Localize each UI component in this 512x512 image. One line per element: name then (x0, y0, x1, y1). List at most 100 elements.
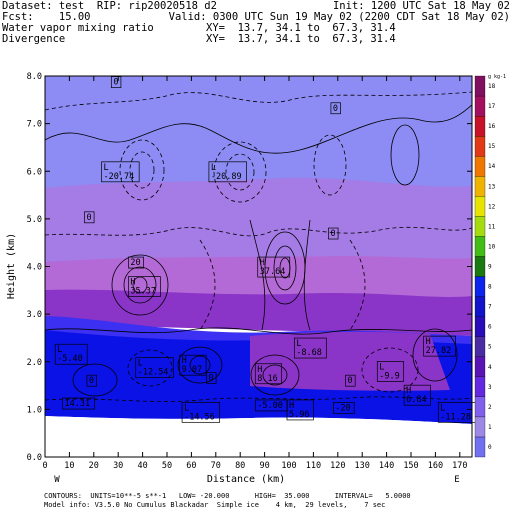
contour-label-box (257, 256, 291, 278)
colorbar-tick-label: 7 (488, 304, 492, 311)
contour-label: H9.07 (179, 354, 207, 376)
contour-label-text: H (289, 401, 294, 411)
x-axis-west-label: W (54, 475, 60, 485)
ground-terrain (45, 416, 472, 457)
x-tick-label: 130 (355, 461, 370, 471)
contour-label: H35.37 (128, 276, 161, 297)
contour-label-text: -14.56 (184, 412, 215, 422)
footer-model-info: Model info: V3.5.0 No Cumulus Blackadar … (44, 501, 386, 509)
shade-band-purple (45, 289, 472, 336)
contour-label-text: 5.96 (289, 410, 309, 420)
header-line4-right: XY= 13.7, 34.1 to 67.3, 31.4 (206, 33, 396, 45)
x-tick-label: 40 (137, 461, 147, 471)
contour-label-text: L (184, 403, 189, 413)
contour-line (45, 104, 472, 154)
contour-label-text: -9.9 (379, 371, 399, 381)
contour-line (123, 266, 157, 304)
contour-line (45, 226, 472, 237)
y-tick-label: 8.0 (27, 72, 42, 82)
contour-label-box (179, 354, 207, 376)
colorbar-tick-label: 17 (488, 103, 496, 110)
colorbar-tick-label: 11 (488, 223, 496, 230)
colorbar-swatch (474, 416, 486, 438)
contour-line (225, 153, 255, 191)
contour-line (273, 245, 297, 291)
colorbar-swatch (474, 216, 486, 237)
contour-label-text: H (426, 337, 431, 347)
y-tick-label: 6.0 (27, 167, 42, 177)
colorbar-tick-label: 1 (488, 424, 492, 431)
contour-label-box (328, 227, 339, 240)
contour-label-box (84, 211, 95, 224)
colorbar-tick-label: 13 (488, 183, 496, 190)
contour-label-text: L (296, 339, 301, 349)
contour-label-text: H (130, 278, 135, 288)
x-axis-label: Distance (km) (207, 474, 285, 485)
contour-line (129, 151, 155, 189)
contour-line (213, 141, 267, 203)
contour-label-text: H (257, 365, 262, 375)
contour-label-box (376, 361, 405, 382)
contour-label: L-20.89 (208, 161, 247, 183)
contour-label-text: H (260, 258, 265, 268)
contour-label-text: 6.84 (406, 395, 426, 405)
contour-label-box (254, 363, 283, 385)
contour-label: H8.16 (254, 363, 283, 385)
contour-label-text: -20 (335, 403, 350, 413)
contour-line (45, 396, 472, 402)
x-tick-label: 10 (64, 461, 74, 471)
header-line4-left: Divergence (2, 33, 66, 45)
contour-lines (45, 91, 472, 402)
colorbar-tick-label: 18 (488, 83, 496, 90)
contour-label-text: H (406, 386, 411, 396)
contour-line (313, 134, 347, 196)
contour-label-text: 37.64 (260, 267, 286, 277)
contour-label-text: 14.31 (65, 399, 91, 409)
colorbar-swatch (474, 356, 486, 377)
colorbar-swatch (474, 136, 486, 157)
contour-label: 0 (328, 227, 339, 240)
x-tick-label: 110 (306, 461, 321, 471)
x-tick-label: 150 (403, 461, 418, 471)
x-tick-label: 160 (428, 461, 443, 471)
colorbar-swatch (474, 196, 486, 217)
x-tick-label: 140 (379, 461, 394, 471)
contour-label-box (333, 401, 355, 414)
contour-label-text: -5.40 (57, 354, 83, 364)
y-tick-label: 1.0 (27, 405, 42, 415)
colorbar-swatch (474, 95, 486, 117)
colorbar-tick-label: 14 (488, 163, 496, 170)
colorbar-swatch (474, 396, 486, 418)
contour-label-box (101, 161, 140, 183)
contour-line (111, 254, 169, 316)
contour-label-box (330, 102, 341, 115)
contour-label-text: L (104, 163, 109, 173)
contour-label-text: 0 (330, 229, 335, 239)
x-tick-label: 170 (452, 461, 467, 471)
contour-label-box (128, 256, 144, 269)
colorbar-tick-label: 10 (488, 243, 496, 250)
contour-label-box (128, 276, 161, 297)
colorbar-tick-label: 4 (488, 364, 492, 371)
colorbar-swatch (474, 75, 486, 97)
y-tick-label: 0.0 (27, 453, 42, 463)
contour-line (262, 364, 288, 386)
contour-label-text: L (57, 345, 62, 355)
contour-label: 0 (86, 374, 97, 387)
header-line3-right: XY= 13.7, 34.1 to 67.3, 31.4 (206, 22, 396, 34)
contour-label: H27.82 (423, 335, 456, 357)
contour-label-text: L (211, 163, 216, 173)
contour-label: 0 (110, 76, 122, 88)
shade-band-light-violet (45, 177, 472, 270)
contour-line (361, 347, 419, 393)
header-line1-left: Dataset: test RIP: rip20020518 d2 (2, 0, 217, 12)
x-tick-label: 80 (235, 461, 245, 471)
contour-line (412, 328, 458, 382)
contour-line (177, 346, 223, 384)
x-tick-label: 20 (89, 461, 99, 471)
contour-line (199, 239, 366, 331)
contour-label: H37.64 (257, 256, 291, 278)
contour-line (45, 91, 472, 111)
